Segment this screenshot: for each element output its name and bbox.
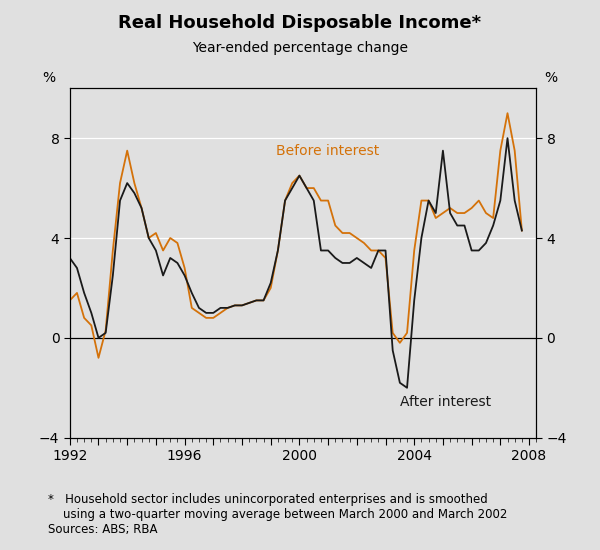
Text: *   Household sector includes unincorporated enterprises and is smoothed
    usi: * Household sector includes unincorporat… bbox=[48, 493, 508, 536]
Text: %: % bbox=[42, 71, 55, 85]
Text: Before interest: Before interest bbox=[277, 144, 380, 158]
Text: Real Household Disposable Income*: Real Household Disposable Income* bbox=[118, 14, 482, 32]
Text: %: % bbox=[544, 71, 557, 85]
Text: After interest: After interest bbox=[400, 395, 491, 409]
Text: Year-ended percentage change: Year-ended percentage change bbox=[192, 41, 408, 55]
